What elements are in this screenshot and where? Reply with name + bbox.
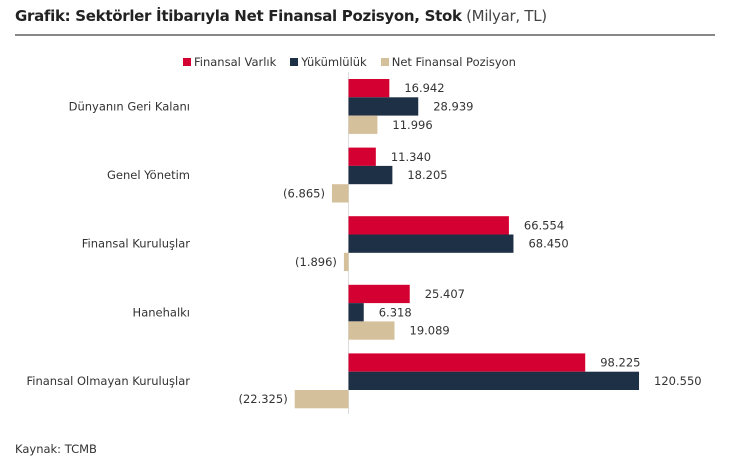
data-label: 98.225: [600, 356, 640, 370]
bar: [348, 234, 514, 253]
data-label: 28.939: [433, 99, 473, 113]
legend-item: Net Finansal Pozisyon: [380, 55, 516, 69]
bar: [343, 252, 349, 272]
chart-title: Grafik: Sektörler İtibarıyla Net Finansa…: [15, 7, 547, 25]
data-label: 68.450: [528, 237, 568, 251]
legend-swatch: [290, 58, 299, 66]
data-label: 66.554: [524, 218, 564, 232]
data-label: (6.865): [283, 186, 325, 200]
bar: [348, 216, 509, 235]
category-label: Hanehalkı: [133, 305, 190, 319]
data-label: (22.325): [238, 392, 287, 406]
category-label: Finansal Olmayan Kuruluşlar: [27, 374, 191, 388]
legend-item: Finansal Varlık: [183, 55, 276, 69]
data-label: 25.407: [425, 287, 465, 301]
bar: [348, 303, 364, 322]
category-label: Finansal Kuruluşlar: [82, 237, 190, 251]
bar: [348, 115, 378, 134]
data-label: (1.896): [295, 255, 337, 269]
data-label: 6.318: [379, 305, 412, 319]
legend-label: Net Finansal Pozisyon: [391, 55, 516, 69]
bar: [348, 284, 410, 304]
source-note: Kaynak: TCMB: [15, 442, 97, 456]
bar: [348, 165, 393, 185]
data-label: 16.942: [404, 81, 444, 95]
bar: [348, 97, 419, 116]
legend-label: Yükümlülük: [301, 55, 367, 69]
bar: [348, 147, 376, 166]
data-label: 19.089: [410, 324, 450, 338]
legend-swatch: [380, 58, 389, 66]
data-label: 11.996: [392, 118, 432, 132]
legend-label: Finansal Varlık: [194, 55, 277, 69]
chart-unit: (Milyar, TL): [466, 7, 547, 25]
legend-swatch: [183, 58, 191, 66]
category-label: Genel Yönetim: [107, 168, 190, 182]
bar: [348, 353, 586, 372]
bar: [348, 321, 395, 340]
legend-item: Yükümlülük: [290, 55, 367, 69]
data-label: 120.550: [654, 374, 702, 388]
category-label: Dünyanın Geri Kalanı: [69, 99, 190, 113]
title-divider: [15, 34, 715, 36]
bar: [348, 371, 640, 390]
bar: [331, 184, 349, 203]
data-label: 11.340: [391, 150, 431, 164]
data-label: 18.205: [407, 168, 447, 182]
bar: [294, 390, 349, 409]
legend: Finansal Varlık Yükümlülük Net Finansal Po…: [183, 55, 516, 69]
bar: [348, 79, 390, 98]
